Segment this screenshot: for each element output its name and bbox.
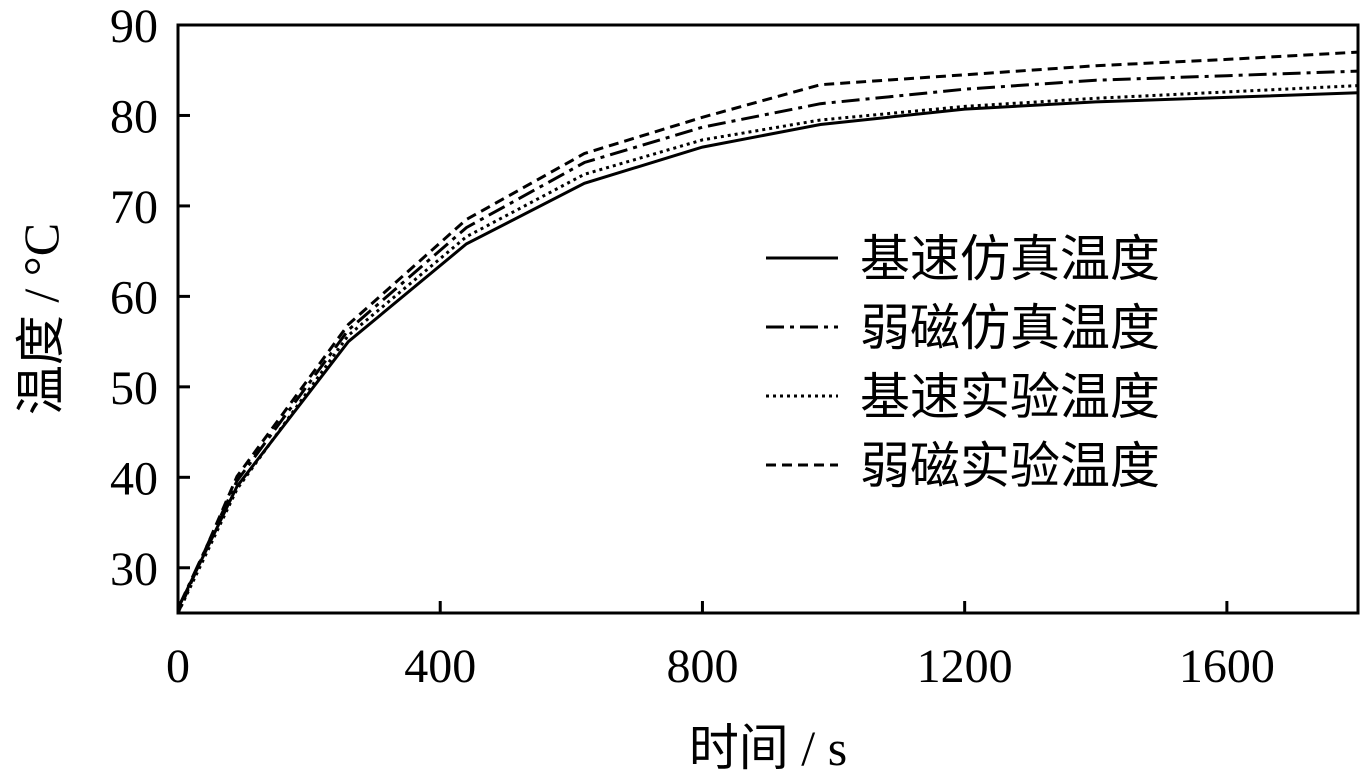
y-tick-label: 70: [110, 181, 158, 234]
plot-area: [176, 23, 1360, 615]
series-line-1: [176, 91, 1359, 610]
x-tick-label: 1600: [1179, 640, 1275, 693]
y-tick-label: 30: [110, 543, 158, 596]
legend-label-4: 弱磁实验温度: [860, 438, 1160, 494]
legend-label-1: 基速仿真温度: [860, 231, 1160, 287]
series-line-3: [176, 84, 1359, 614]
y-tick-label: 80: [110, 90, 158, 143]
y-axis-ticks: 30 40 50 60 70 80 90: [110, 0, 190, 596]
x-tick-label: 0: [166, 640, 190, 693]
x-tick-label: 1200: [917, 640, 1013, 693]
x-axis-ticks: 0 400 800 1200 1600: [166, 601, 1275, 693]
y-tick-label: 50: [110, 362, 158, 415]
x-tick-label: 800: [666, 640, 738, 693]
x-tick-label: 400: [404, 640, 476, 693]
series-layer: [176, 50, 1359, 614]
legend-label-2: 弱磁仿真温度: [860, 300, 1160, 356]
legend-label-3: 基速实验温度: [860, 369, 1160, 425]
y-tick-label: 90: [110, 0, 158, 53]
y-axis-title: 温度 / °C: [13, 223, 69, 415]
series-line-4: [176, 50, 1359, 614]
x-axis-title: 时间 / s: [689, 720, 847, 776]
plot-frame: [176, 23, 1360, 615]
y-tick-label: 40: [110, 452, 158, 505]
series-line-2: [176, 69, 1359, 610]
y-tick-label: 60: [110, 271, 158, 324]
